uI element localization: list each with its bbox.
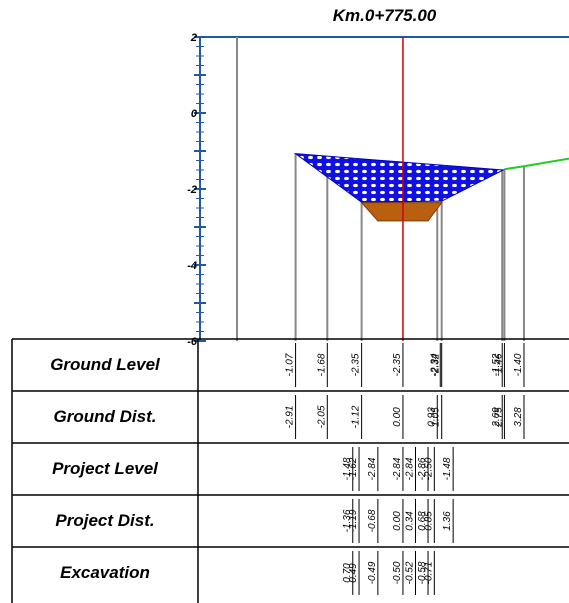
- table-value: -1.62: [348, 457, 359, 480]
- table-value: -2.84: [392, 457, 403, 480]
- table-value: -2.50: [423, 457, 434, 480]
- table-value: -1.46: [493, 353, 504, 376]
- table-value: -2.84: [367, 457, 378, 480]
- table-value: -2.05: [316, 405, 327, 428]
- table-value: 0.00: [392, 407, 403, 427]
- table-value: 0.70: [342, 563, 353, 583]
- y-tick-label: -6: [187, 336, 198, 348]
- excavation-trench: [360, 202, 443, 222]
- table-value: -1.40: [513, 353, 524, 376]
- table-value: 1.36: [442, 511, 453, 531]
- table-value: -2.84: [404, 457, 415, 480]
- table-value: 0.49: [348, 563, 359, 583]
- table-value: 0.93: [426, 407, 437, 427]
- table-value: -1.52: [491, 353, 502, 376]
- table-value: -2.35: [392, 353, 403, 376]
- table-value: -2.32: [431, 353, 442, 376]
- ground-line: [504, 157, 569, 171]
- row-label: Project Dist.: [55, 511, 155, 530]
- table-value: -0.50: [392, 561, 403, 584]
- table-value: -1.07: [285, 353, 296, 376]
- row-label: Excavation: [60, 563, 150, 582]
- table-value: -2.86: [417, 457, 428, 480]
- table-value: 1.05: [431, 407, 442, 427]
- table-value: 0.68: [417, 511, 428, 531]
- table-value: -2.35: [351, 353, 362, 376]
- table-value: -0.52: [404, 561, 415, 584]
- table-value: 3.28: [513, 407, 524, 427]
- row-label: Project Level: [52, 459, 158, 478]
- y-tick-label: 2: [190, 32, 197, 44]
- fill-area: [293, 153, 506, 203]
- table-value: 0.85: [423, 511, 434, 531]
- y-tick-label: -2: [187, 184, 197, 196]
- table-value: -1.48: [342, 457, 353, 480]
- row-label: Ground Level: [50, 355, 160, 374]
- table-value: 0.00: [392, 511, 403, 531]
- chart-title: Km.0+775.00: [332, 6, 437, 25]
- table-value: 2.75: [493, 407, 504, 428]
- table-value: 0.34: [404, 511, 415, 531]
- table-value: -2.34: [429, 353, 440, 376]
- table-value: -0.68: [367, 509, 378, 532]
- table-value: -1.19: [348, 509, 359, 532]
- table-value: -1.36: [342, 509, 353, 532]
- table-value: -0.49: [367, 561, 378, 584]
- row-label: Ground Dist.: [53, 407, 157, 426]
- table-value: -1.12: [351, 405, 362, 428]
- table-value: -0.58: [417, 561, 428, 584]
- y-tick-label: -4: [187, 260, 197, 272]
- table-value: -1.68: [316, 353, 327, 376]
- table-value: -0.71: [423, 562, 434, 585]
- table-value: 2.69: [491, 407, 502, 428]
- y-tick-label: 0: [191, 108, 198, 120]
- table-value: -2.91: [285, 406, 296, 429]
- table-value: -1.48: [442, 457, 453, 480]
